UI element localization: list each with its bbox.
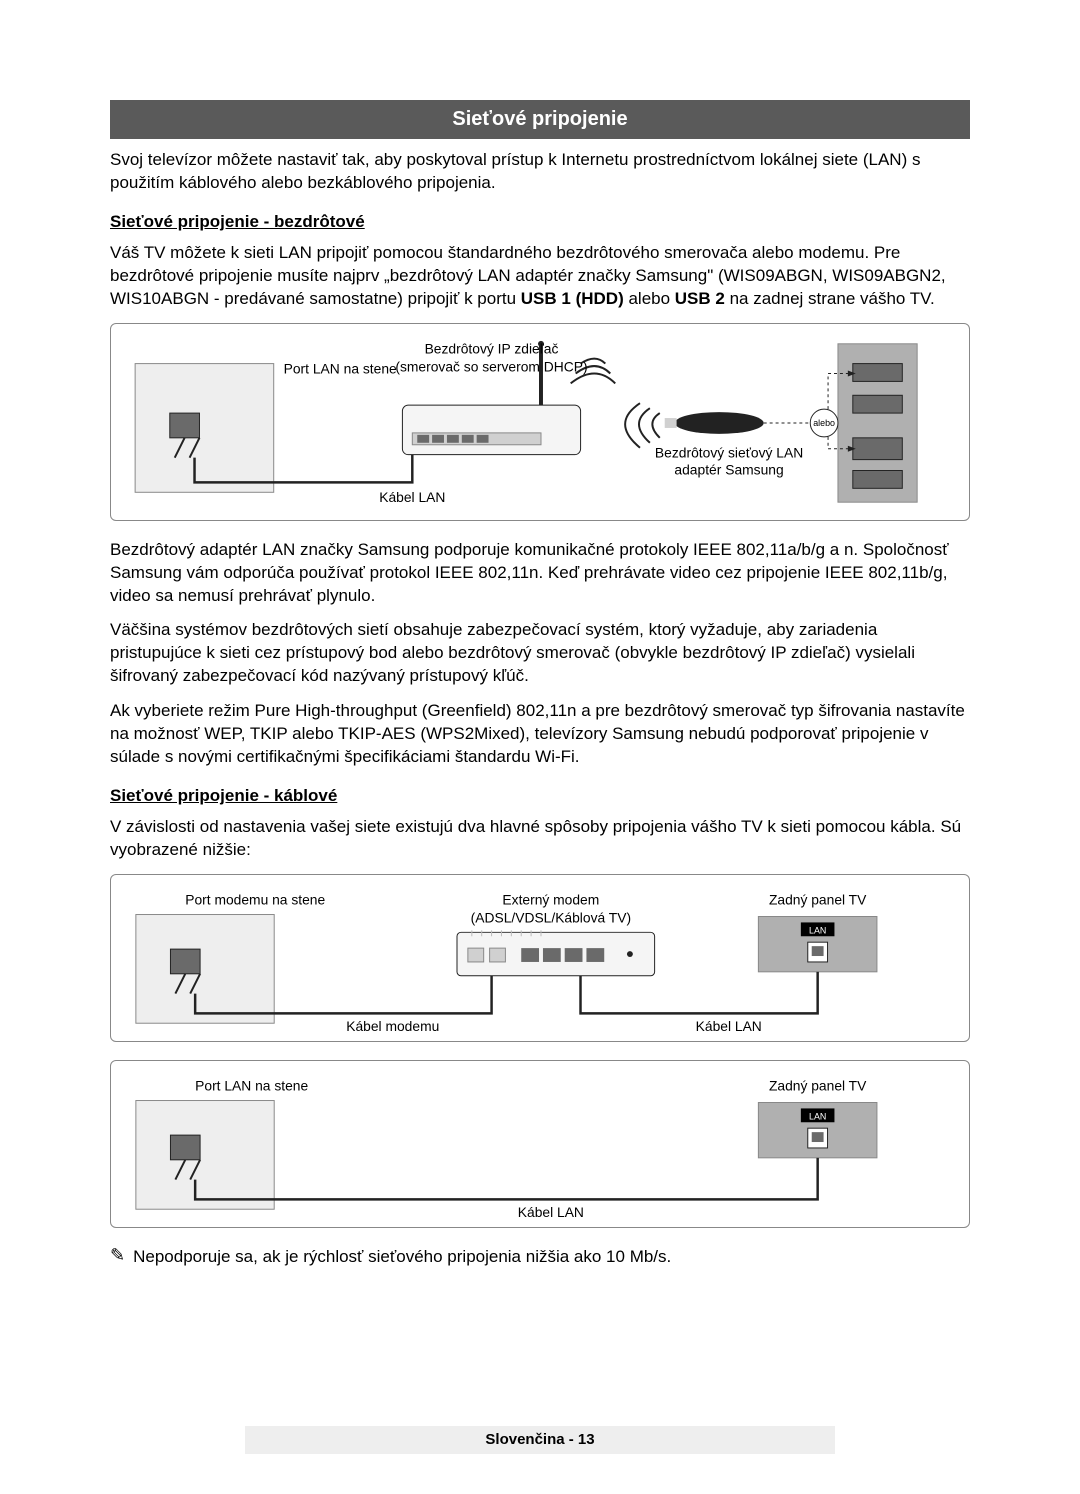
wireless-p2: Bezdrôtový adaptér LAN značky Samsung po… bbox=[110, 539, 970, 608]
wireless-p1-usb2: USB 2 bbox=[675, 289, 725, 308]
adapter-label-1: Bezdrôtový sieťový LAN bbox=[655, 444, 803, 460]
alebo-label: alebo bbox=[813, 418, 835, 428]
ip-sharer-label-1: Bezdrôtový IP zdieľač bbox=[425, 340, 559, 356]
wireless-p1-usb1: USB 1 (HDD) bbox=[521, 289, 624, 308]
lan-cable-label-d1: Kábel LAN bbox=[696, 1018, 762, 1034]
wired-p1: V závislosti od nastavenia vašej siete e… bbox=[110, 816, 970, 862]
tv-label-1: Zadný panel TV bbox=[769, 892, 867, 908]
lan-cable-label: Kábel LAN bbox=[379, 489, 445, 505]
wireless-p3: Väčšina systémov bezdrôtových sietí obsa… bbox=[110, 619, 970, 688]
page-footer: Slovenčina - 13 bbox=[0, 1426, 1080, 1454]
footer-text: Slovenčina - 13 bbox=[245, 1426, 834, 1454]
note-icon: ✎ bbox=[110, 1246, 125, 1264]
wired-heading: Sieťové pripojenie - káblové bbox=[110, 785, 970, 808]
intro-text: Svoj televízor môžete nastaviť tak, aby … bbox=[110, 149, 970, 195]
ext-modem-label-2: (ADSL/VDSL/Káblová TV) bbox=[471, 909, 631, 925]
lan-wall-label-2: Port LAN na stene bbox=[195, 1078, 308, 1094]
wireless-heading: Sieťové pripojenie - bezdrôtové bbox=[110, 211, 970, 234]
note-row: ✎ Nepodporuje sa, ak je rýchlosť sieťové… bbox=[110, 1246, 970, 1269]
adapter-label-2: adaptér Samsung bbox=[674, 461, 783, 477]
tv-label-2: Zadný panel TV bbox=[769, 1078, 867, 1094]
section-title: Sieťové pripojenie bbox=[110, 100, 970, 139]
wired-diagram-modem: Port modemu na stene Externý modem (ADSL… bbox=[110, 874, 970, 1042]
wired-diagram-direct: Port LAN na stene Zadný panel TV LAN Káb… bbox=[110, 1060, 970, 1228]
lan-badge-2: LAN bbox=[809, 1111, 826, 1121]
lan-wall-label: Port LAN na stene bbox=[284, 360, 397, 376]
wireless-p1-c: alebo bbox=[624, 289, 675, 308]
wireless-p1-e: na zadnej strane vášho TV. bbox=[725, 289, 935, 308]
wireless-p1: Váš TV môžete k sieti LAN pripojiť pomoc… bbox=[110, 242, 970, 311]
wireless-diagram: Port LAN na stene Bezdrôtový IP zdieľač … bbox=[110, 323, 970, 521]
wireless-p4: Ak vyberiete režim Pure High-throughput … bbox=[110, 700, 970, 769]
modem-cable-label: Kábel modemu bbox=[346, 1018, 439, 1034]
note-text: Nepodporuje sa, ak je rýchlosť sieťového… bbox=[133, 1246, 671, 1269]
modem-wall-label: Port modemu na stene bbox=[185, 892, 325, 908]
ip-sharer-label-2: (smerovač so serverom DHCP) bbox=[395, 358, 587, 374]
ext-modem-label-1: Externý modem bbox=[502, 892, 599, 908]
lan-badge-1: LAN bbox=[809, 925, 826, 935]
lan-cable-label-d2: Kábel LAN bbox=[518, 1204, 584, 1220]
